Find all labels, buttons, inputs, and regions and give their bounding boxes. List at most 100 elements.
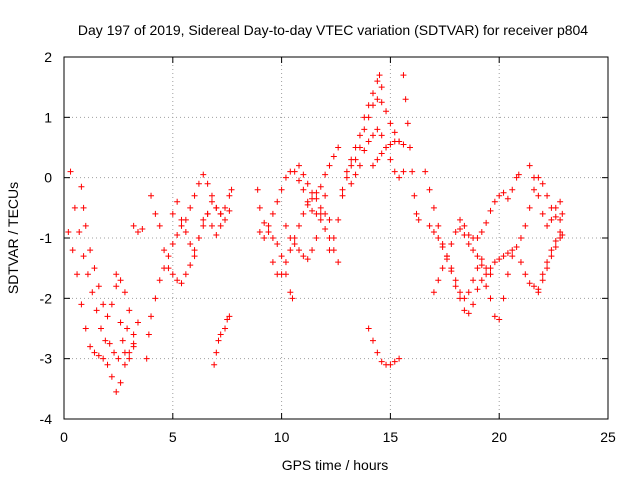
- data-point-102: [217, 222, 224, 229]
- data-point-347: [559, 231, 566, 238]
- data-point-170: [304, 180, 311, 187]
- data-point-42: [126, 307, 133, 314]
- data-point-103: [222, 204, 229, 211]
- data-point-163: [304, 256, 311, 263]
- data-point-297: [491, 198, 498, 205]
- data-point-142: [269, 259, 276, 266]
- data-point-346: [557, 228, 564, 235]
- data-point-265: [461, 307, 468, 314]
- data-point-252: [470, 277, 477, 284]
- data-point-132: [296, 177, 303, 184]
- data-point-318: [544, 192, 551, 199]
- data-point-20: [84, 271, 91, 278]
- data-point-61: [174, 231, 181, 238]
- data-point-21: [89, 289, 96, 296]
- data-point-322: [517, 259, 524, 266]
- data-point-321: [557, 216, 564, 223]
- x-tick-label-1: 5: [169, 429, 177, 445]
- data-point-30: [78, 183, 85, 190]
- data-point-333: [531, 174, 538, 181]
- data-point-198: [374, 96, 381, 103]
- data-point-194: [356, 144, 363, 151]
- data-point-269: [478, 277, 485, 284]
- data-point-115: [261, 219, 268, 226]
- data-point-345: [552, 238, 559, 245]
- data-point-69: [208, 192, 215, 199]
- data-point-149: [300, 210, 307, 217]
- data-point-138: [322, 225, 329, 232]
- data-point-216: [400, 168, 407, 175]
- data-point-105: [228, 186, 235, 193]
- data-point-234: [402, 96, 409, 103]
- data-point-171: [309, 189, 316, 196]
- data-point-232: [400, 141, 407, 148]
- y-tick-label-5: 1: [44, 109, 52, 125]
- data-point-242: [426, 186, 433, 193]
- data-point-126: [269, 210, 276, 217]
- data-point-59: [165, 253, 172, 260]
- data-point-94: [200, 222, 207, 229]
- data-point-233: [400, 72, 407, 79]
- data-point-264: [457, 295, 464, 302]
- data-point-160: [291, 241, 298, 248]
- data-point-168: [296, 162, 303, 169]
- data-point-12: [117, 379, 124, 386]
- chart-title: Day 197 of 2019, Sidereal Day-to-day VTE…: [78, 22, 588, 38]
- data-point-192: [348, 162, 355, 169]
- data-point-54: [145, 331, 152, 338]
- data-point-315: [531, 186, 538, 193]
- data-point-1: [69, 247, 76, 254]
- data-point-66: [195, 180, 202, 187]
- data-point-193: [352, 156, 359, 163]
- data-point-113: [254, 186, 261, 193]
- data-point-28: [119, 337, 126, 344]
- data-point-263: [452, 283, 459, 290]
- data-point-287: [474, 253, 481, 260]
- data-point-196: [365, 114, 372, 121]
- data-point-299: [500, 189, 507, 196]
- data-point-109: [217, 331, 224, 338]
- series-arc-02: [67, 168, 131, 362]
- data-point-335: [539, 210, 546, 217]
- data-point-76: [156, 222, 163, 229]
- data-point-222: [387, 361, 394, 368]
- data-point-156: [330, 153, 337, 160]
- data-point-188: [376, 72, 383, 79]
- data-point-338: [552, 204, 559, 211]
- data-point-296: [487, 207, 494, 214]
- series-arc-25: [457, 171, 522, 241]
- data-point-127: [274, 198, 281, 205]
- data-point-268: [474, 286, 481, 293]
- data-point-90: [182, 228, 189, 235]
- data-point-11: [113, 388, 120, 395]
- series-arc-29: [535, 228, 566, 296]
- x-tick-label-5: 25: [600, 429, 616, 445]
- data-point-47: [126, 355, 133, 362]
- data-point-83: [187, 262, 194, 269]
- data-point-294: [478, 228, 485, 235]
- x-axis-label: GPS time / hours: [282, 457, 389, 473]
- data-point-5: [87, 343, 94, 350]
- data-point-116: [265, 228, 272, 235]
- data-point-110: [222, 325, 229, 332]
- data-point-295: [483, 219, 490, 226]
- data-point-309: [504, 250, 511, 257]
- data-point-231: [396, 138, 403, 145]
- data-point-17: [71, 204, 78, 211]
- data-point-34: [91, 265, 98, 272]
- data-point-19: [80, 253, 87, 260]
- data-point-33: [87, 247, 94, 254]
- data-point-235: [404, 120, 411, 127]
- data-point-29: [124, 325, 131, 332]
- data-point-150: [304, 201, 311, 208]
- data-point-274: [500, 295, 507, 302]
- data-point-13: [121, 361, 128, 368]
- x-tick-label-4: 20: [491, 429, 507, 445]
- data-point-257: [426, 222, 433, 229]
- data-point-153: [317, 183, 324, 190]
- data-point-244: [435, 222, 442, 229]
- data-point-86: [200, 216, 207, 223]
- axis-layer: [63, 56, 609, 420]
- data-point-157: [335, 144, 342, 151]
